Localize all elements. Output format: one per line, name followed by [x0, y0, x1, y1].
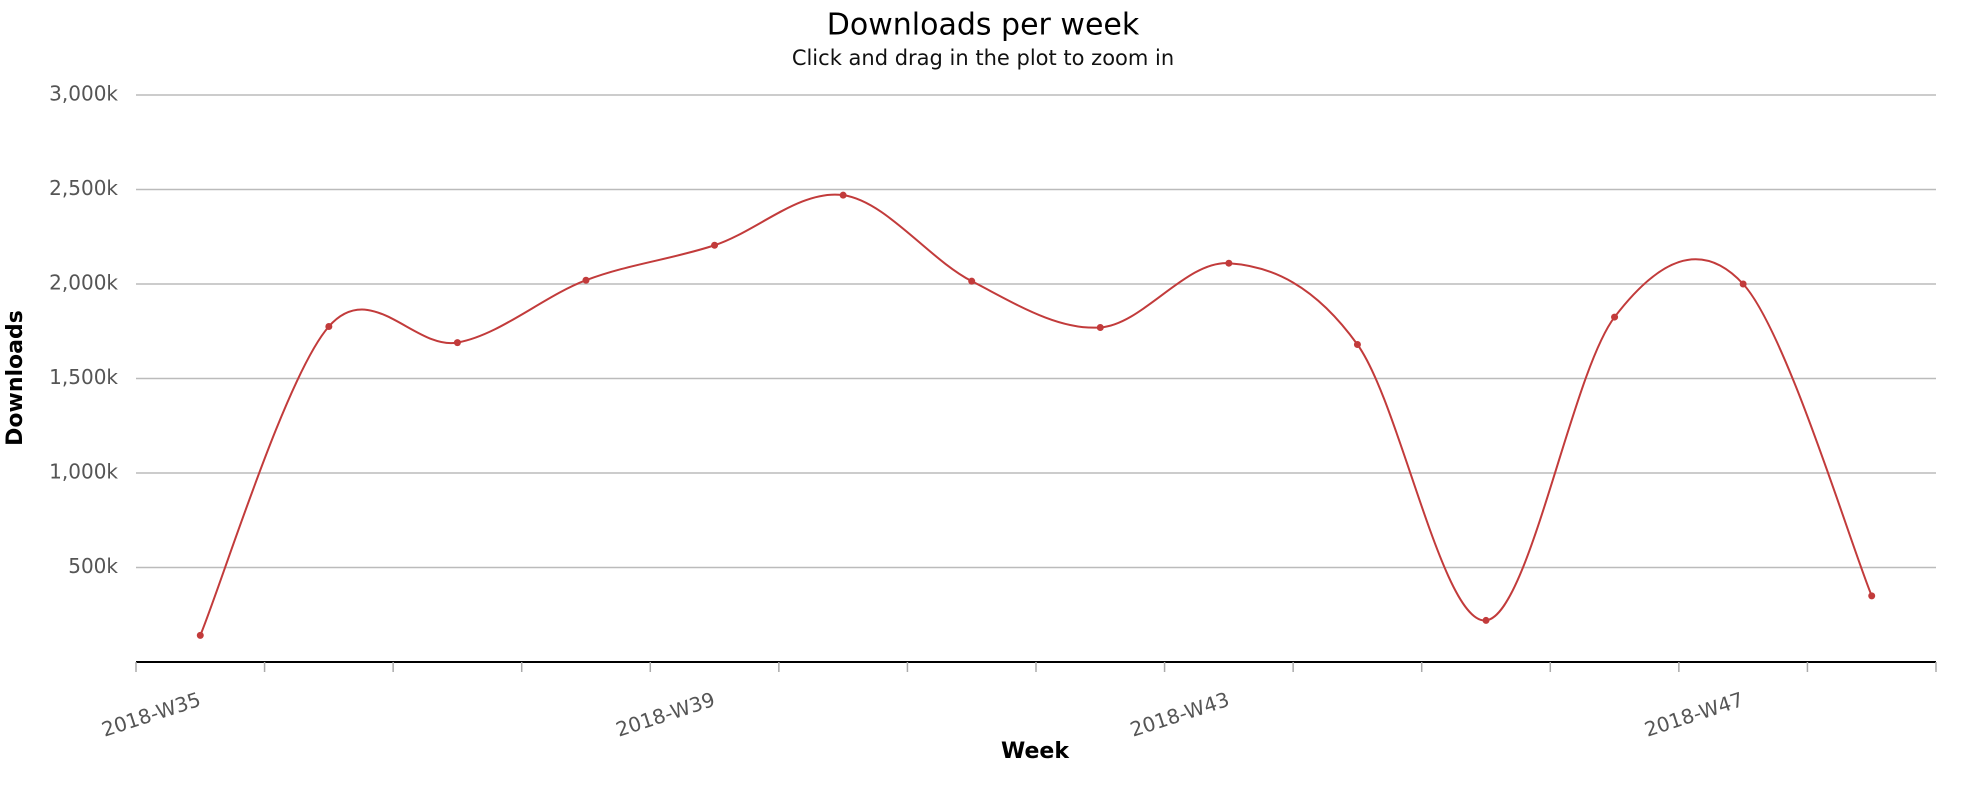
data-point [453, 339, 461, 347]
y-tick-label: 2,500k [49, 176, 118, 200]
data-point [711, 241, 719, 249]
data-point [839, 191, 847, 199]
chart-subtitle: Click and drag in the plot to zoom in [792, 46, 1174, 70]
data-point [1225, 259, 1233, 267]
x-tick-label: 2018-W43 [1127, 687, 1232, 742]
y-tick-label: 3,000k [49, 82, 118, 106]
x-tick-label: 2018-W47 [1641, 687, 1746, 742]
y-tick-label: 2,000k [49, 271, 118, 295]
data-point [968, 277, 976, 285]
data-point [325, 323, 333, 331]
y-tick-label: 1,500k [49, 365, 118, 389]
y-tick-label: 500k [68, 554, 118, 578]
series-line [199, 193, 1873, 636]
x-axis-title: Week [1001, 739, 1070, 764]
x-tick-label: 2018-W35 [99, 687, 204, 742]
x-tick-label: 2018-W39 [613, 687, 718, 742]
data-point [1353, 340, 1361, 348]
chart-title: Downloads per week [827, 8, 1140, 43]
data-point [1096, 323, 1104, 331]
data-point [1739, 280, 1747, 288]
data-point [1868, 592, 1876, 600]
data-point [1611, 313, 1619, 321]
data-point [582, 276, 590, 284]
y-tick-label: 1,000k [49, 460, 118, 484]
y-axis-title: Downloads [3, 310, 28, 446]
data-point [196, 631, 204, 639]
data-point [1482, 616, 1490, 624]
